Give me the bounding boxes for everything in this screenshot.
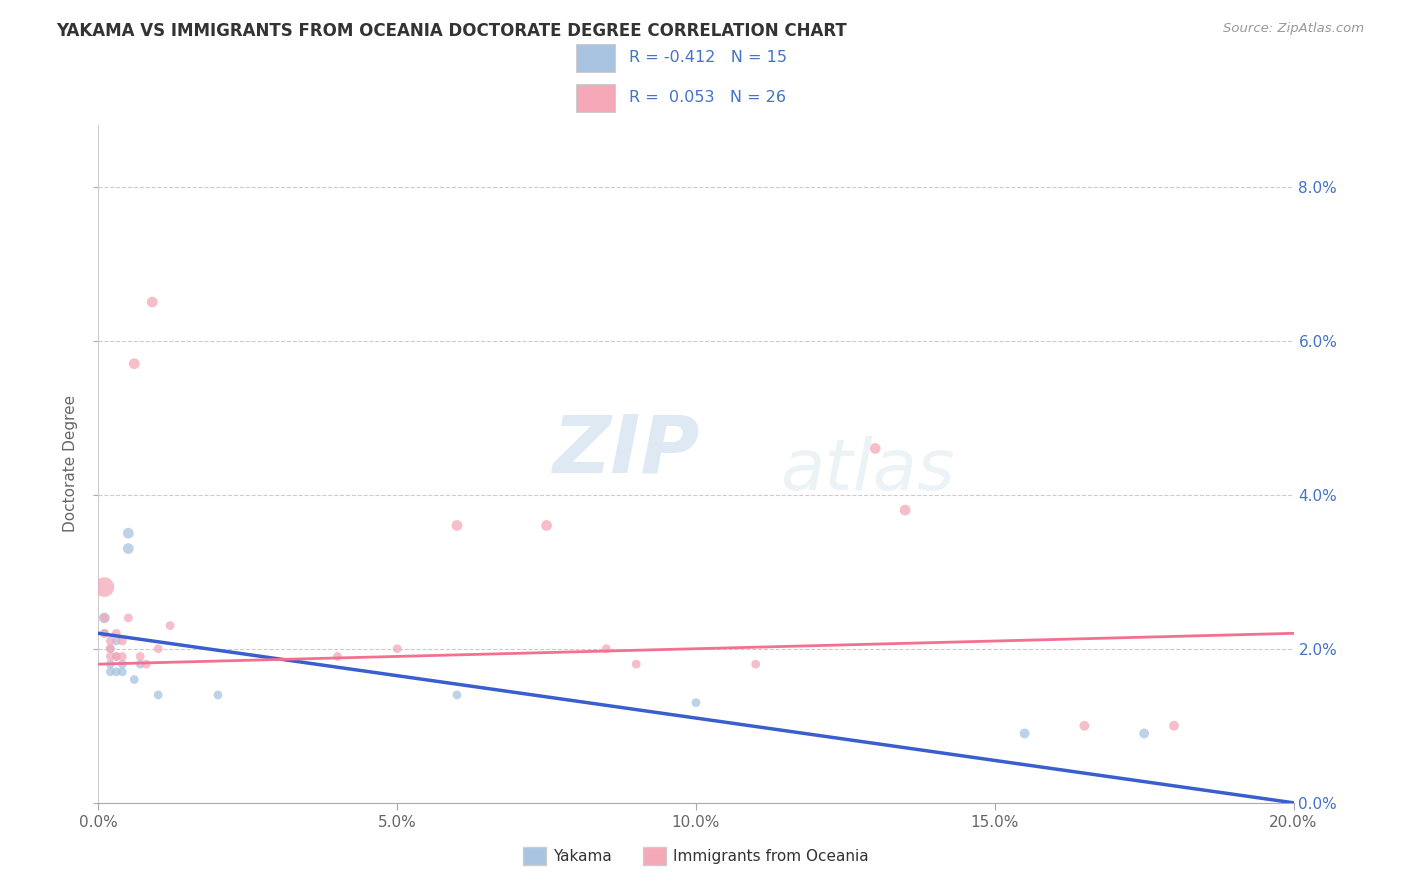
Point: [100, 634, 122, 648]
Point: [159, 618, 181, 632]
Point: [105, 649, 128, 664]
Bar: [576, 84, 614, 112]
Point: [148, 688, 170, 702]
Point: [100, 665, 122, 679]
Text: ZIP: ZIP: [553, 411, 700, 490]
Point: [111, 649, 134, 664]
Point: [595, 641, 617, 656]
Point: [105, 649, 128, 664]
Point: [105, 634, 128, 648]
Point: [135, 657, 157, 672]
Point: [100, 641, 122, 656]
Point: [105, 626, 128, 640]
Point: [1163, 719, 1185, 733]
Point: [111, 657, 134, 672]
Point: [141, 295, 163, 310]
Text: Source: ZipAtlas.com: Source: ZipAtlas.com: [1223, 22, 1364, 36]
Point: [111, 634, 134, 648]
Point: [1014, 726, 1036, 740]
Point: [745, 657, 768, 672]
Point: [1073, 719, 1095, 733]
Point: [446, 688, 468, 702]
Point: [117, 611, 139, 625]
Point: [124, 357, 146, 371]
Point: [105, 665, 128, 679]
Point: [685, 696, 707, 710]
Point: [865, 442, 887, 456]
Point: [129, 649, 152, 664]
Point: [93, 626, 115, 640]
Point: [446, 518, 468, 533]
Y-axis label: Doctorate Degree: Doctorate Degree: [63, 395, 77, 533]
Bar: [576, 44, 614, 72]
Point: [124, 673, 146, 687]
Text: R = -0.412   N = 15: R = -0.412 N = 15: [630, 50, 787, 65]
Point: [93, 626, 115, 640]
Point: [536, 518, 558, 533]
Point: [100, 641, 122, 656]
Point: [100, 657, 122, 672]
Text: YAKAMA VS IMMIGRANTS FROM OCEANIA DOCTORATE DEGREE CORRELATION CHART: YAKAMA VS IMMIGRANTS FROM OCEANIA DOCTOR…: [56, 22, 846, 40]
Point: [148, 641, 170, 656]
Legend: Yakama, Immigrants from Oceania: Yakama, Immigrants from Oceania: [516, 839, 876, 873]
Point: [117, 526, 139, 541]
Point: [93, 580, 115, 594]
Point: [93, 611, 115, 625]
Point: [326, 649, 349, 664]
Point: [894, 503, 917, 517]
Point: [111, 665, 134, 679]
Point: [207, 688, 229, 702]
Point: [385, 641, 409, 656]
Point: [129, 657, 152, 672]
Point: [100, 649, 122, 664]
Text: R =  0.053   N = 26: R = 0.053 N = 26: [630, 90, 786, 105]
Point: [117, 541, 139, 556]
Text: atlas: atlas: [779, 436, 955, 505]
Point: [626, 657, 648, 672]
Point: [1133, 726, 1156, 740]
Point: [93, 611, 115, 625]
